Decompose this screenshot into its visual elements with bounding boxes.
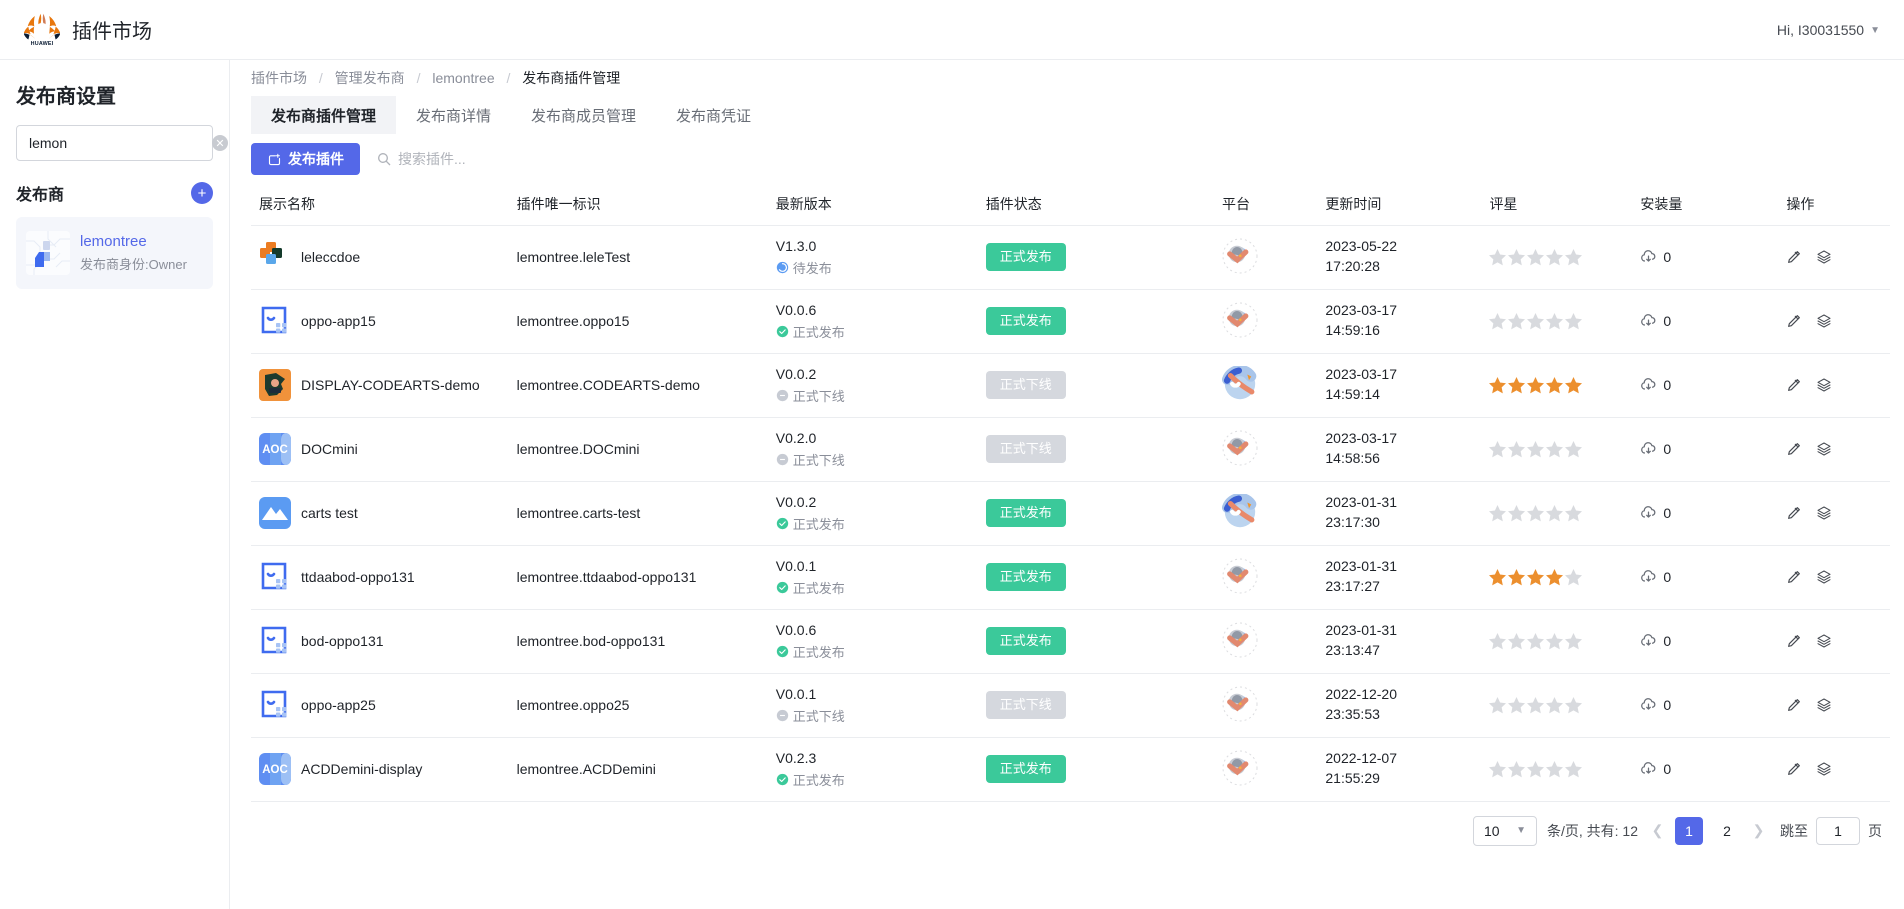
svg-text:HUAWEI: HUAWEI xyxy=(31,41,54,47)
